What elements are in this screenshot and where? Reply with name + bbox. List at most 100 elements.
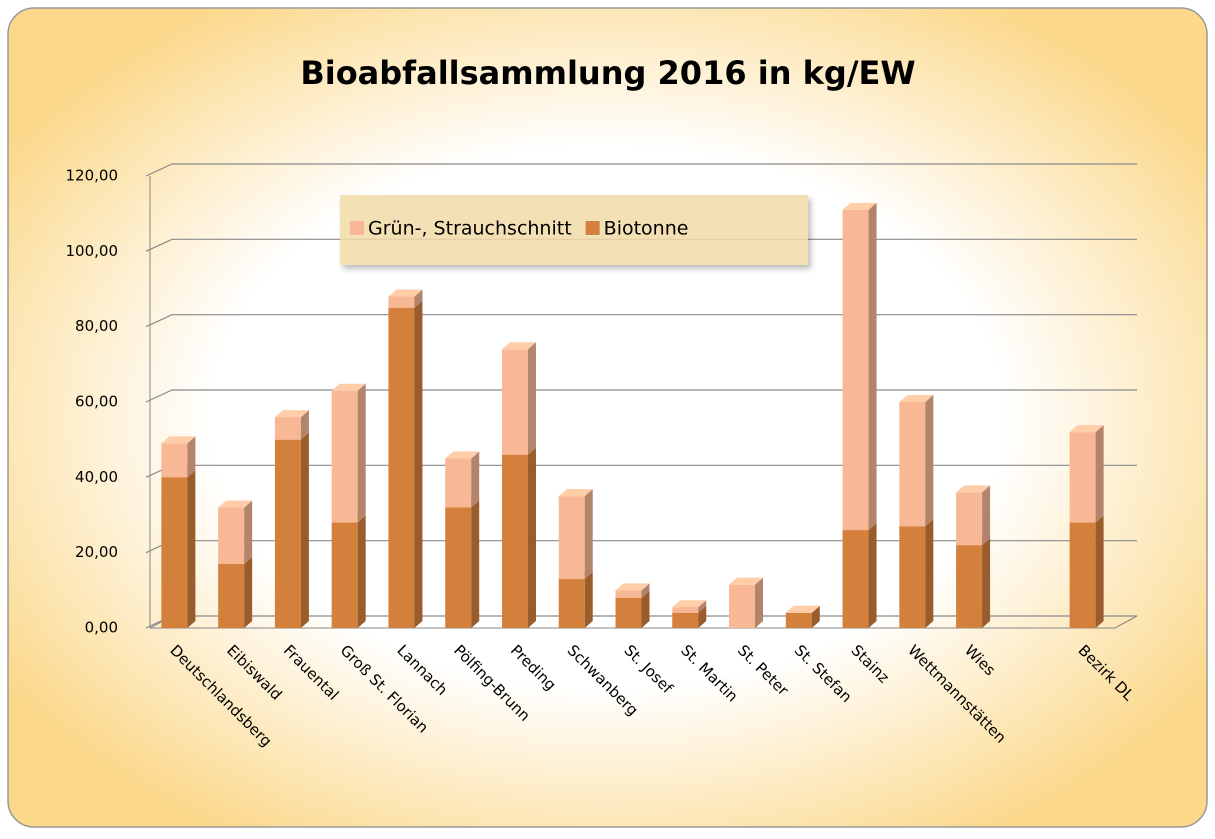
bar-top: [501, 342, 536, 350]
bar-front: [388, 307, 415, 628]
bar-front: [161, 477, 188, 628]
bar-side: [471, 451, 480, 508]
bar-front: [672, 612, 699, 628]
bar-front: [899, 402, 926, 527]
grid-line: [145, 163, 1137, 177]
bar-side: [925, 395, 934, 527]
bar-front: [445, 507, 472, 628]
bar-side: [584, 572, 593, 628]
bar-top: [331, 383, 366, 391]
bar-side: [244, 556, 253, 628]
chart-title: Bioabfallsammlung 2016 in kg/EW: [300, 54, 915, 92]
y-tick-label: 100,00: [66, 242, 119, 260]
bar: [388, 300, 423, 628]
bar-front: [331, 522, 358, 628]
bar-side: [811, 605, 820, 628]
bar: [672, 600, 707, 613]
grid-line: [145, 389, 1137, 403]
y-tick-label: 60,00: [75, 393, 118, 411]
bar-top: [558, 489, 593, 497]
bar-side: [187, 470, 196, 628]
bar: [558, 572, 593, 628]
y-tick-label: 120,00: [66, 167, 119, 185]
bar-side: [187, 436, 196, 478]
grid-line: [145, 238, 1137, 252]
y-tick-label: 0,00: [85, 619, 118, 637]
bar-front: [899, 526, 926, 628]
bar-front: [615, 597, 642, 628]
bar: [218, 500, 253, 564]
bar: [842, 202, 877, 531]
bar: [1069, 515, 1104, 628]
bar: [615, 583, 650, 598]
bar: [445, 451, 480, 508]
bar-front: [842, 209, 869, 531]
bar-side: [300, 432, 309, 628]
bar-side: [414, 300, 423, 628]
bar-front: [558, 496, 585, 580]
bar-front: [842, 530, 869, 628]
bar-top: [842, 202, 877, 210]
legend-swatch: [350, 221, 364, 235]
bar-front: [956, 545, 983, 628]
bar: [331, 515, 366, 628]
bar-side: [868, 202, 877, 531]
bar-front: [1069, 522, 1096, 628]
bar-top: [672, 600, 707, 608]
bar-front: [785, 612, 812, 628]
bar-front: [388, 296, 415, 308]
bar-side: [357, 383, 366, 523]
bar-top: [388, 289, 423, 297]
legend-label: Grün-, Strauchschnitt: [368, 218, 572, 240]
bar-side: [698, 600, 707, 613]
bar: [274, 410, 309, 440]
bar: [218, 556, 253, 628]
bar-side: [471, 500, 480, 628]
bar-front: [558, 579, 585, 628]
bar: [501, 447, 536, 628]
bar: [1069, 425, 1104, 523]
bar-top: [729, 577, 764, 585]
bar-front: [1069, 432, 1096, 523]
bar-front: [672, 607, 699, 613]
bar-front: [956, 492, 983, 546]
bar-side: [300, 410, 309, 440]
y-tick-label: 20,00: [75, 543, 118, 561]
legend: Grün-, Strauchschnitt Biotonne: [340, 195, 808, 265]
bar-side: [641, 590, 650, 628]
bar-side: [584, 489, 593, 580]
bar-front: [445, 458, 472, 508]
bar: [785, 605, 820, 613]
bar-side: [527, 342, 536, 455]
bar-top: [956, 485, 991, 493]
bar-top: [445, 451, 480, 459]
bar-front: [274, 439, 301, 628]
bar: [161, 436, 196, 478]
bar-front: [218, 563, 245, 628]
bar-front: [161, 443, 188, 478]
bar: [842, 523, 877, 628]
bar-front: [615, 590, 642, 598]
bar: [558, 489, 593, 580]
bar-side: [527, 447, 536, 628]
bar: [956, 485, 991, 546]
bar: [161, 470, 196, 628]
y-tick-label: 40,00: [75, 468, 118, 486]
bar-side: [1095, 425, 1104, 523]
y-tick-label: 80,00: [75, 317, 118, 335]
bar-side: [414, 289, 423, 308]
bar-front: [331, 390, 358, 523]
bar-front: [501, 349, 528, 455]
bar-top: [615, 583, 650, 591]
bar-top: [1069, 425, 1104, 433]
bar-side: [982, 485, 991, 546]
bar-top: [161, 436, 196, 444]
legend-label: Biotonne: [604, 218, 689, 240]
bar: [899, 519, 934, 628]
bar-front: [274, 417, 301, 440]
bar: [445, 500, 480, 628]
legend-box: [340, 195, 808, 265]
bar-front: [501, 454, 528, 628]
bar-side: [925, 519, 934, 628]
